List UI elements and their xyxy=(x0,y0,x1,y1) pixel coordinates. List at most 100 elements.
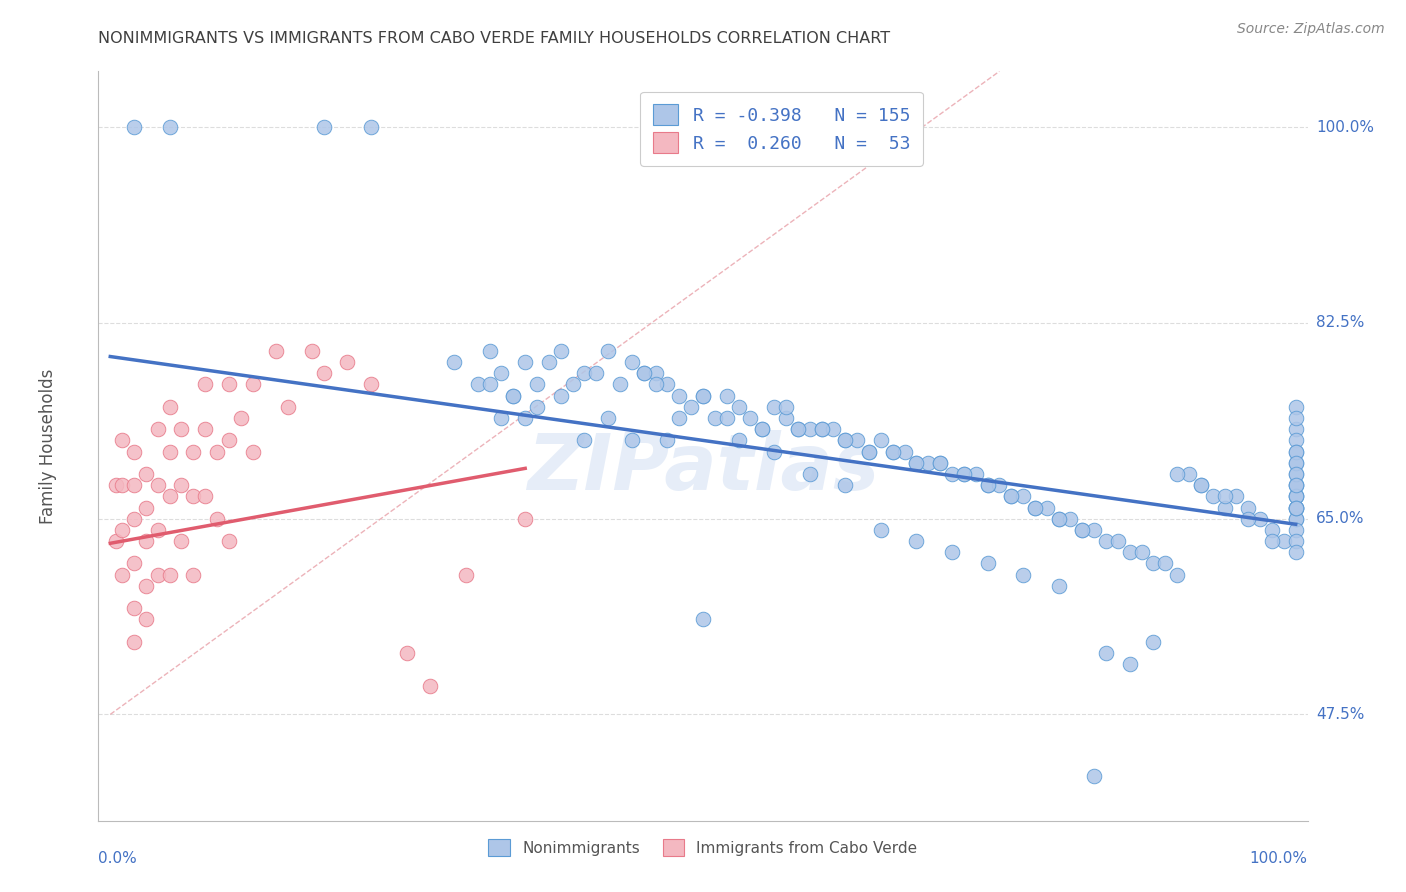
Point xyxy=(1285,456,1308,470)
Point xyxy=(1285,456,1308,470)
Point xyxy=(905,534,928,549)
Point xyxy=(633,367,655,381)
Point xyxy=(105,478,128,492)
Point xyxy=(229,411,252,425)
Point xyxy=(1237,511,1260,525)
Point xyxy=(1047,579,1070,593)
Point xyxy=(1119,545,1142,559)
Point xyxy=(395,646,418,660)
Point xyxy=(1285,489,1308,503)
Point xyxy=(882,444,904,458)
Point xyxy=(218,377,240,392)
Point xyxy=(454,567,477,582)
Point xyxy=(146,422,169,436)
Point xyxy=(1189,478,1212,492)
Point xyxy=(1036,500,1059,515)
Point xyxy=(727,400,749,414)
Point xyxy=(205,444,228,458)
Point xyxy=(135,534,157,549)
Point xyxy=(1083,769,1105,783)
Point xyxy=(703,411,725,425)
Point xyxy=(751,422,773,436)
Point xyxy=(502,389,524,403)
Point xyxy=(170,422,193,436)
Point xyxy=(443,355,465,369)
Point xyxy=(122,120,145,135)
Point xyxy=(763,400,786,414)
Point xyxy=(810,422,832,436)
Point xyxy=(1285,489,1308,503)
Point xyxy=(893,444,915,458)
Point xyxy=(181,567,204,582)
Point xyxy=(869,434,891,448)
Point xyxy=(1213,489,1236,503)
Point xyxy=(1083,523,1105,537)
Point xyxy=(692,612,714,626)
Point xyxy=(644,377,666,392)
Point xyxy=(1249,511,1271,525)
Point xyxy=(135,467,157,481)
Point xyxy=(419,680,441,694)
Point xyxy=(1225,489,1247,503)
Point xyxy=(122,511,145,525)
Point xyxy=(786,422,808,436)
Point xyxy=(1012,567,1035,582)
Point xyxy=(526,400,548,414)
Point xyxy=(1000,489,1022,503)
Point xyxy=(609,377,631,392)
Text: Family Households: Family Households xyxy=(38,368,56,524)
Point xyxy=(1213,500,1236,515)
Point xyxy=(834,434,856,448)
Point xyxy=(1095,646,1118,660)
Point xyxy=(550,389,572,403)
Point xyxy=(1285,400,1308,414)
Point xyxy=(122,444,145,458)
Point xyxy=(1285,545,1308,559)
Point xyxy=(941,467,963,481)
Point xyxy=(633,367,655,381)
Legend: Nonimmigrants, Immigrants from Cabo Verde: Nonimmigrants, Immigrants from Cabo Verd… xyxy=(479,830,927,865)
Text: NONIMMIGRANTS VS IMMIGRANTS FROM CABO VERDE FAMILY HOUSEHOLDS CORRELATION CHART: NONIMMIGRANTS VS IMMIGRANTS FROM CABO VE… xyxy=(98,31,890,46)
Point xyxy=(159,567,181,582)
Point xyxy=(1285,500,1308,515)
Point xyxy=(122,634,145,648)
Point xyxy=(1285,478,1308,492)
Point xyxy=(218,534,240,549)
Point xyxy=(1285,500,1308,515)
Point xyxy=(740,411,762,425)
Point xyxy=(502,389,524,403)
Point xyxy=(1285,434,1308,448)
Point xyxy=(574,434,596,448)
Point xyxy=(312,120,335,135)
Point xyxy=(122,601,145,615)
Point xyxy=(111,478,134,492)
Point xyxy=(1119,657,1142,671)
Point xyxy=(823,422,845,436)
Point xyxy=(692,389,714,403)
Point xyxy=(929,456,952,470)
Point xyxy=(1285,467,1308,481)
Point xyxy=(952,467,974,481)
Point xyxy=(1024,500,1046,515)
Point xyxy=(952,467,974,481)
Point xyxy=(644,367,666,381)
Text: 0.0%: 0.0% xyxy=(98,851,138,865)
Point xyxy=(1237,500,1260,515)
Point xyxy=(917,456,939,470)
Point xyxy=(620,355,643,369)
Point xyxy=(1285,478,1308,492)
Point xyxy=(491,367,513,381)
Point xyxy=(312,367,335,381)
Point xyxy=(170,478,193,492)
Point xyxy=(515,511,537,525)
Text: ZIPatlas: ZIPatlas xyxy=(527,431,879,507)
Point xyxy=(1047,511,1070,525)
Text: 100.0%: 100.0% xyxy=(1316,120,1374,135)
Point xyxy=(1285,478,1308,492)
Point xyxy=(1261,523,1284,537)
Point xyxy=(751,422,773,436)
Point xyxy=(515,355,537,369)
Point xyxy=(574,367,596,381)
Point xyxy=(561,377,583,392)
Point xyxy=(1261,534,1284,549)
